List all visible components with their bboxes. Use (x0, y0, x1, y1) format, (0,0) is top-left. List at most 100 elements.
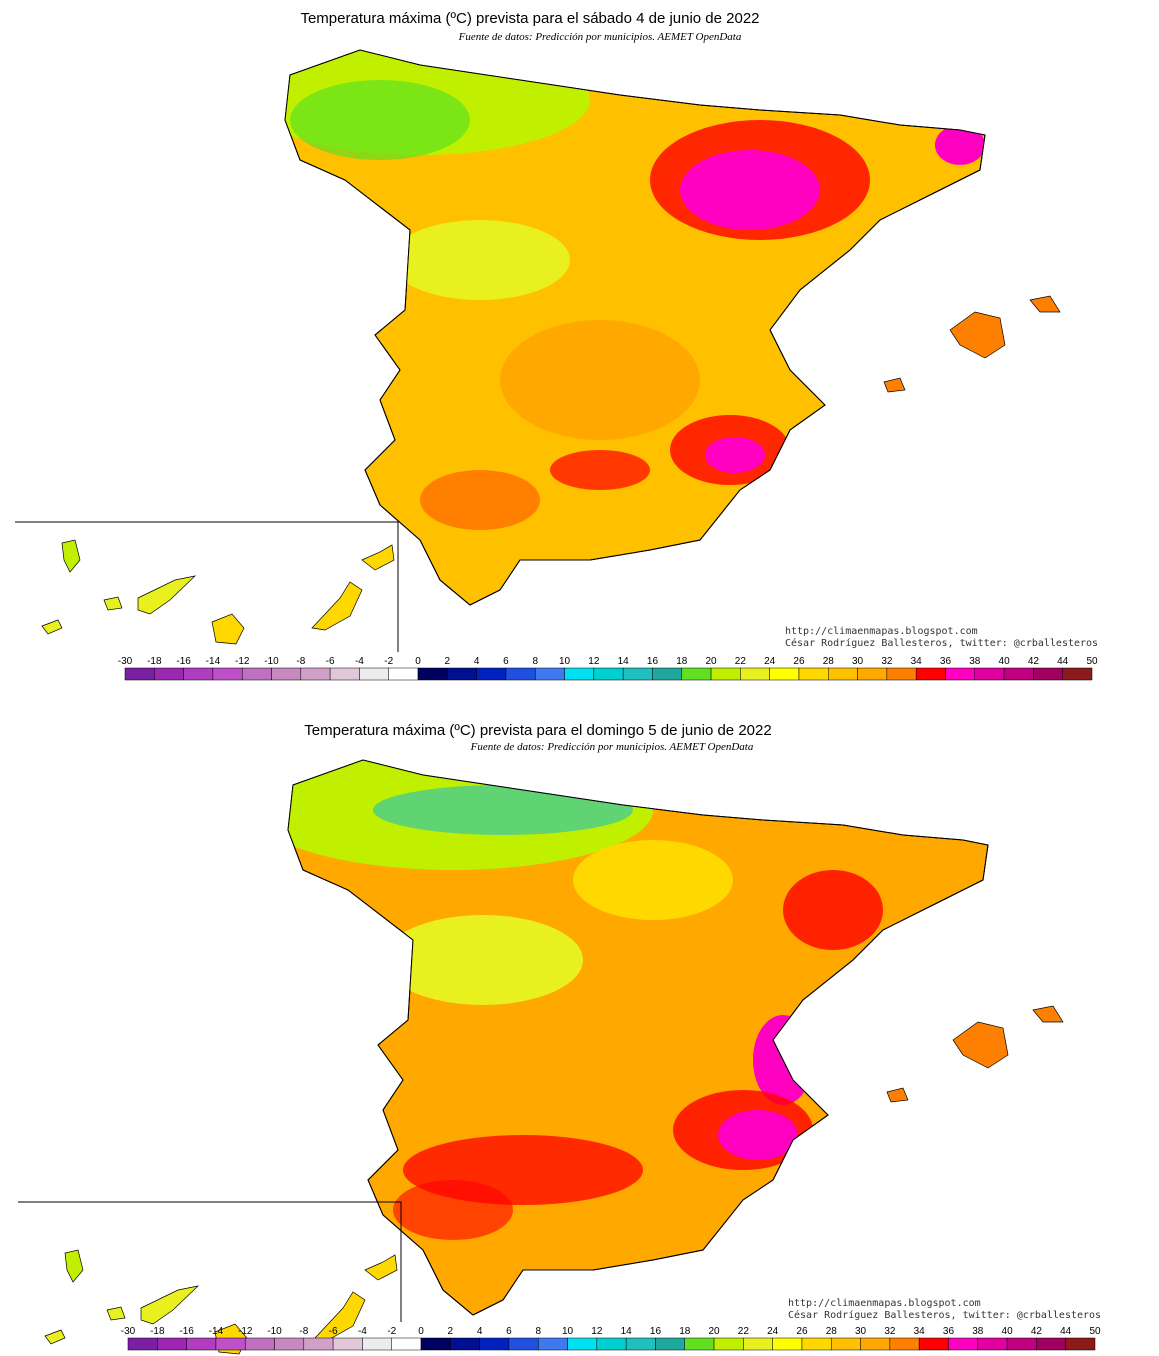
legend-label: 24 (767, 1326, 779, 1337)
legend-swatch (593, 667, 624, 681)
legend-label: 32 (884, 1326, 896, 1337)
legend-swatch (831, 1337, 861, 1351)
legend-label: -18 (150, 1326, 165, 1337)
legend-swatch (886, 667, 917, 681)
legend-swatch (915, 667, 946, 681)
legend-label: 2 (445, 656, 451, 667)
legend-swatch (362, 1337, 392, 1351)
legend-label: 42 (1028, 656, 1040, 667)
legend-swatch (537, 1337, 568, 1351)
legend-swatch (684, 1337, 715, 1351)
legend-swatch (622, 667, 653, 681)
legend-label: 8 (532, 656, 538, 667)
legend-swatch (948, 1337, 979, 1351)
legend-swatch (1065, 1337, 1096, 1351)
legend-swatch (1036, 1337, 1066, 1351)
legend-swatch (241, 667, 272, 681)
legend-swatch (596, 1337, 627, 1351)
legend-swatch (244, 1337, 275, 1351)
legend-swatch (769, 667, 800, 681)
legend-label: -10 (267, 1326, 282, 1337)
legend-label: 26 (793, 656, 805, 667)
map-source: Fuente de datos: Predicción por municipi… (470, 741, 754, 753)
legend-swatch (681, 667, 712, 681)
legend-swatch (447, 667, 477, 681)
legend-label: 18 (676, 656, 688, 667)
legend-swatch (889, 1337, 920, 1351)
legend-label: -4 (358, 1326, 367, 1337)
legend-label: 6 (506, 1326, 512, 1337)
legend-label: -14 (206, 656, 221, 667)
legend-label: 14 (618, 656, 630, 667)
legend-label: 22 (735, 656, 747, 667)
legend-label: 38 (969, 656, 981, 667)
legend-label: 10 (559, 656, 571, 667)
legend-label: -14 (209, 1326, 224, 1337)
legend-label: -8 (296, 656, 305, 667)
legend-label: -4 (355, 656, 364, 667)
legend-swatch (798, 667, 829, 681)
legend-label: 14 (621, 1326, 633, 1337)
legend-swatch (300, 667, 331, 681)
legend-swatch (388, 667, 419, 681)
map-panel: Temperatura máxima (ºC) prevista para el… (15, 10, 1098, 681)
legend-swatch (567, 1337, 598, 1351)
legend-label: 16 (647, 656, 659, 667)
legend-swatch (828, 667, 858, 681)
legend-label: 4 (474, 656, 480, 667)
legend-label: 30 (852, 656, 864, 667)
legend-label: 40 (1002, 1326, 1014, 1337)
legend-label: -10 (264, 656, 279, 667)
legend-swatch (1003, 667, 1034, 681)
map-title: Temperatura máxima (ºC) prevista para el… (304, 722, 771, 739)
legend-label: 30 (855, 1326, 867, 1337)
legend-label: 32 (881, 656, 893, 667)
legend-label: 12 (588, 656, 600, 667)
legend-label: 0 (415, 656, 421, 667)
legend-swatch (1033, 667, 1063, 681)
legend-label: -16 (176, 656, 191, 667)
legend-label: -30 (118, 656, 133, 667)
legend-label: 18 (679, 1326, 691, 1337)
legend-label: 20 (705, 656, 717, 667)
legend-swatch (857, 667, 888, 681)
legend-swatch (652, 667, 683, 681)
legend-swatch (476, 667, 507, 681)
legend-swatch (359, 667, 389, 681)
legend-label: 2 (448, 1326, 454, 1337)
map-panel: Temperatura máxima (ºC) prevista para el… (18, 722, 1101, 1355)
legend-label: 28 (826, 1326, 838, 1337)
legend-label: 8 (535, 1326, 541, 1337)
legend-label: -18 (147, 656, 162, 667)
legend-swatch (977, 1337, 1008, 1351)
legend-label: 28 (823, 656, 835, 667)
legend-swatch (274, 1337, 305, 1351)
legend-swatch (127, 1337, 158, 1351)
legend-label: -16 (179, 1326, 194, 1337)
legend-label: -6 (326, 656, 335, 667)
legend-swatch (1062, 667, 1093, 681)
legend-swatch (918, 1337, 949, 1351)
legend-swatch (479, 1337, 510, 1351)
legend-swatch (625, 1337, 656, 1351)
legend-swatch (508, 1337, 539, 1351)
legend-label: 20 (708, 1326, 720, 1337)
legend-swatch (974, 667, 1005, 681)
legend-label: 36 (940, 656, 952, 667)
legend-label: -12 (235, 656, 250, 667)
credit-author: César Rodríguez Ballesteros, twitter: @c… (788, 1309, 1101, 1321)
legend-swatch (271, 667, 302, 681)
legend-label: 40 (999, 656, 1011, 667)
legend-label: 22 (738, 1326, 750, 1337)
legend-swatch (740, 667, 770, 681)
legend-swatch (332, 1337, 363, 1351)
legend-label: 26 (796, 1326, 808, 1337)
legend-label: 42 (1031, 1326, 1043, 1337)
credit-author: César Rodríguez Ballesteros, twitter: @c… (785, 637, 1098, 649)
legend-swatch (183, 667, 214, 681)
legend-label: 0 (418, 1326, 424, 1337)
legend-swatch (564, 667, 595, 681)
legend-label: 16 (650, 1326, 662, 1337)
legend-swatch (534, 667, 565, 681)
